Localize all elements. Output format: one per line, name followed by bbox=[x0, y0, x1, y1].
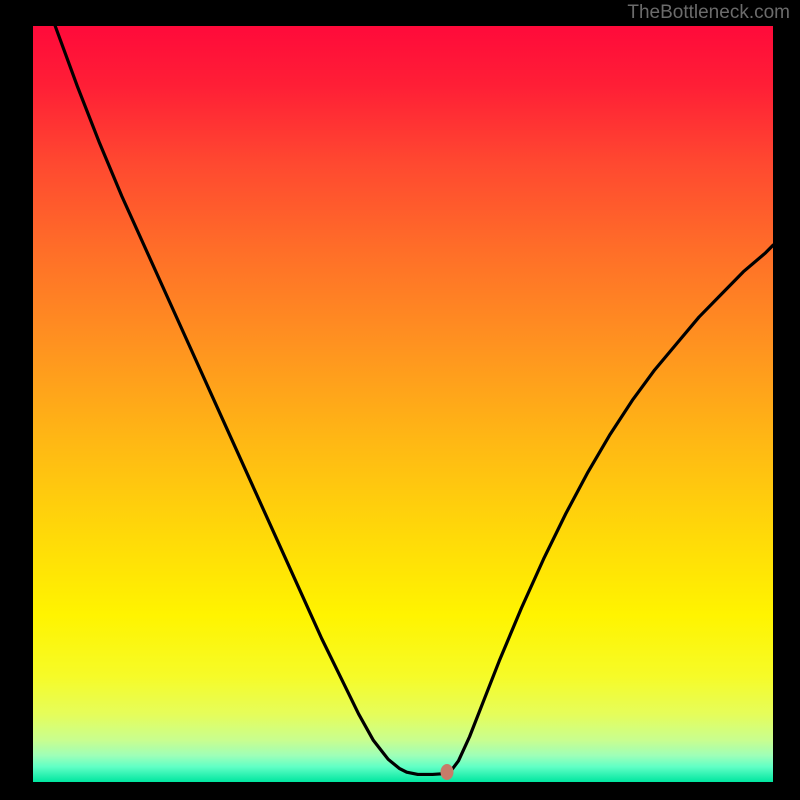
curve-layer bbox=[33, 26, 773, 782]
optimum-marker bbox=[441, 764, 454, 780]
watermark-text: TheBottleneck.com bbox=[627, 2, 790, 24]
plot-area bbox=[33, 26, 773, 782]
bottleneck-curve bbox=[55, 26, 773, 774]
chart-container: TheBottleneck.com bbox=[0, 0, 800, 800]
